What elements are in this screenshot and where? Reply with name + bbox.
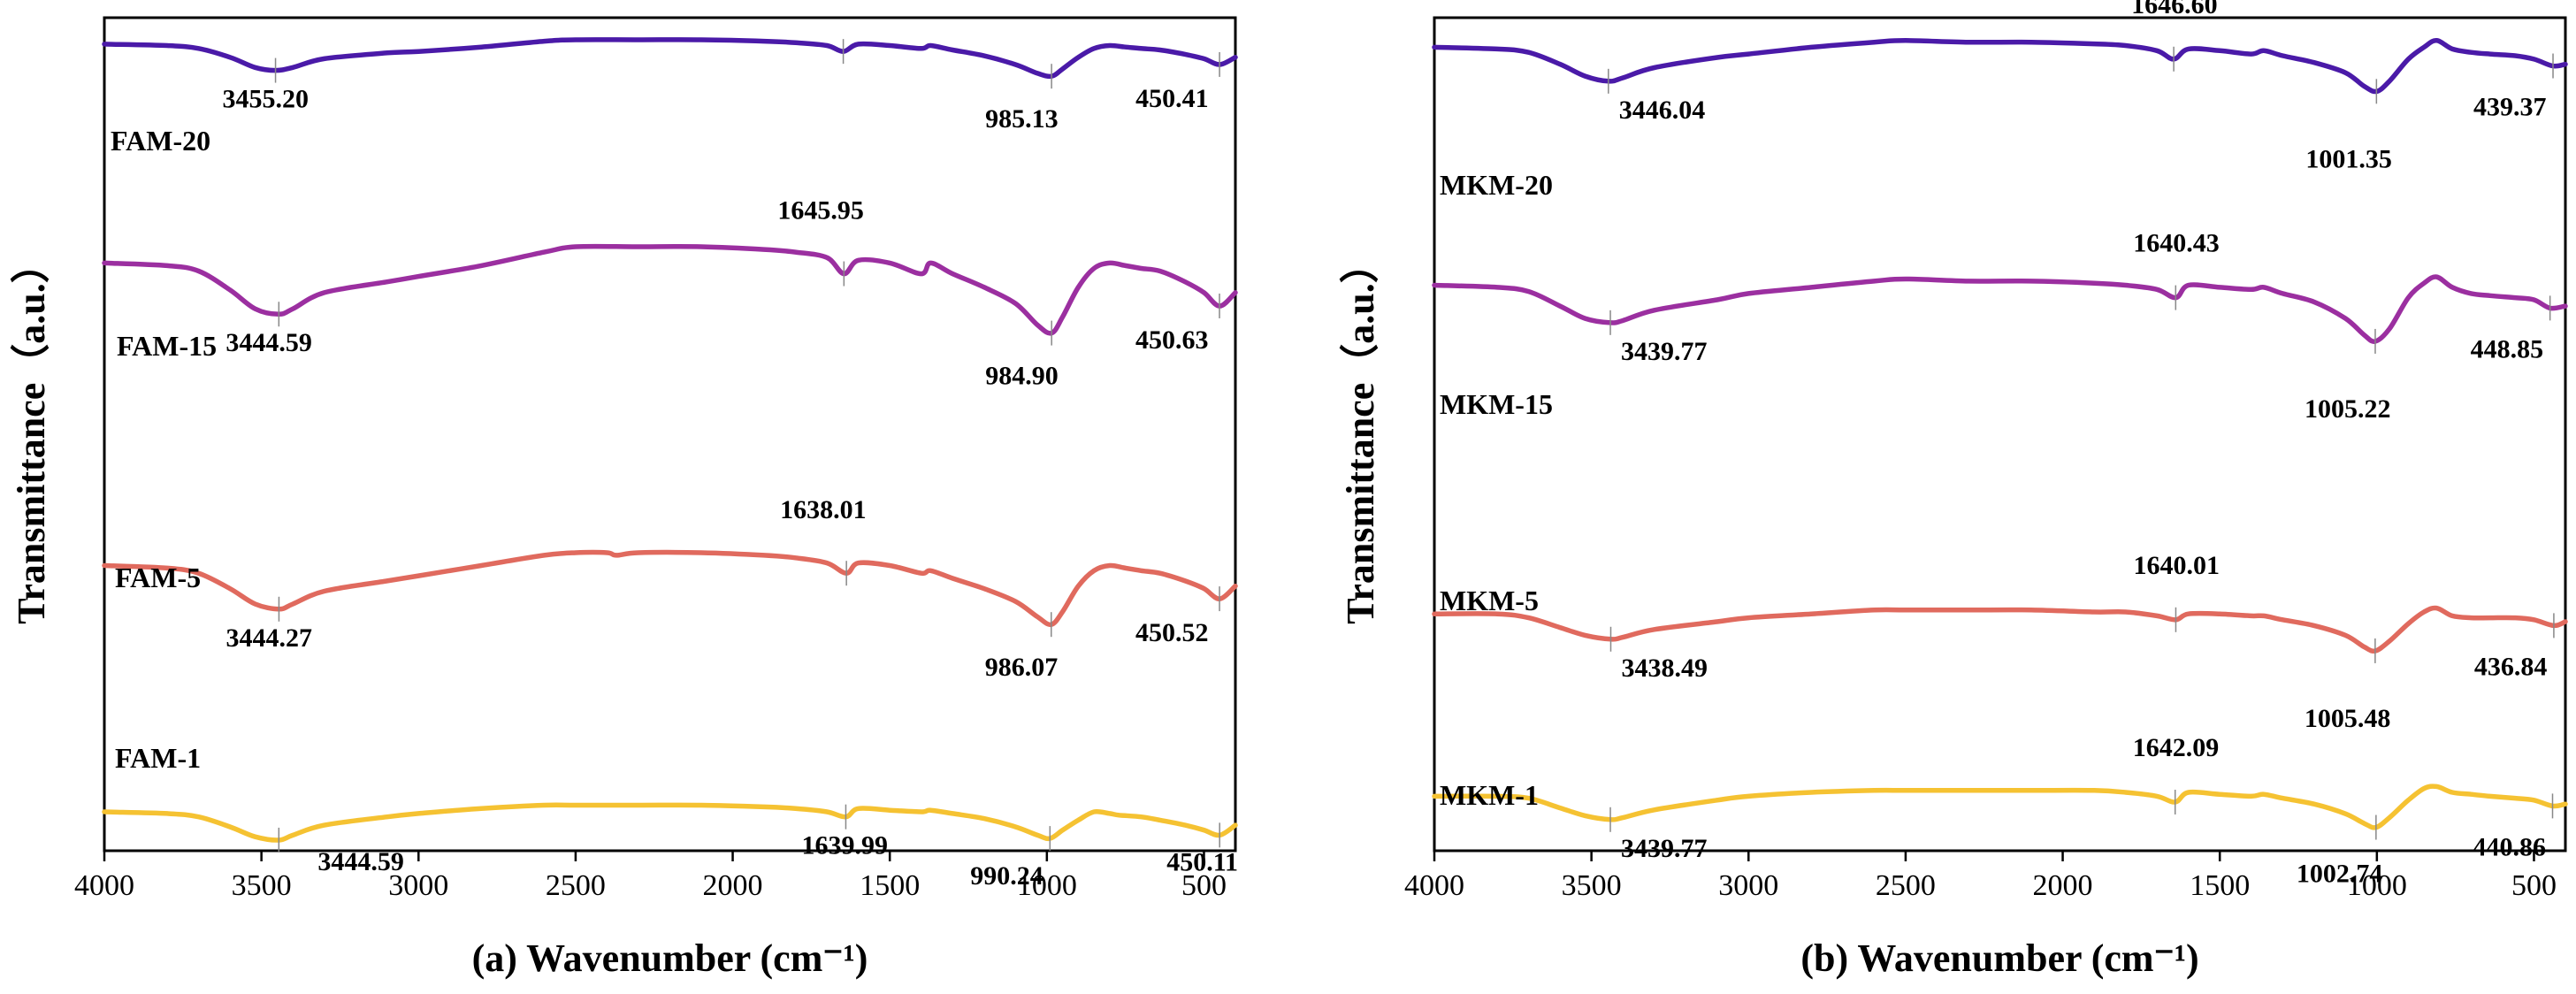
- series-fam-20: FAM-20 3455.20 1648.04 985.13 450.41: [102, 0, 1238, 157]
- peak-label: 1640.01: [2133, 551, 2220, 580]
- peak-label: 3446.04: [1619, 96, 1706, 125]
- peak-label: 450.63: [1135, 325, 1209, 355]
- peak-label: 1002.74: [2297, 860, 2383, 889]
- peak-label: 1639.99: [801, 831, 888, 860]
- series-line-fam-15: [102, 243, 1238, 336]
- peak-label: 1005.48: [2305, 704, 2391, 733]
- x-tick-label: 3000: [388, 869, 448, 902]
- series-label: MKM-5: [1440, 585, 1539, 616]
- series-line-fam-20: [102, 37, 1238, 80]
- series-label: MKM-15: [1440, 388, 1553, 420]
- x-tick-label: 1500: [2190, 869, 2250, 902]
- x-axis-title: (b) Wavenumber (cm⁻¹): [1800, 937, 2198, 980]
- series-mkm-20: MKM-20 3446.04 1646.60 1001.35 439.37: [1432, 0, 2568, 201]
- peak-label: 1640.43: [2133, 229, 2220, 258]
- x-tick-label: 500: [1181, 869, 1227, 902]
- series-line-mkm-15: [1432, 274, 2568, 344]
- peak-label: 1646.60: [2131, 0, 2218, 19]
- peak-label: 1001.35: [2305, 144, 2392, 173]
- peak-label: 3444.59: [225, 328, 312, 357]
- peak-label: 3439.77: [1621, 834, 1708, 863]
- x-tick-label: 2500: [1876, 869, 1936, 902]
- series-mkm-1: MKM-1 3439.77 1642.09 1002.74 440.86: [1432, 733, 2568, 889]
- series-line-fam-1: [102, 802, 1238, 843]
- x-tick-label: 3500: [1562, 869, 1622, 902]
- series-fam-5: FAM-5 3444.27 1638.01 986.07 450.52: [102, 495, 1238, 682]
- peak-label: 1005.22: [2305, 394, 2391, 424]
- peak-label: 440.86: [2473, 832, 2546, 861]
- x-tick-label: 2500: [546, 869, 606, 902]
- series-label: FAM-15: [117, 330, 217, 362]
- series-label: FAM-1: [115, 742, 201, 774]
- x-tick-label: 4000: [1404, 869, 1464, 902]
- series-fam-1: FAM-1 3444.59 1639.99 990.24 450.11: [102, 742, 1238, 891]
- peak-label: 3455.20: [223, 85, 310, 114]
- series-label: MKM-1: [1440, 779, 1539, 811]
- peak-label: 450.11: [1166, 847, 1238, 876]
- peak-label: 450.41: [1135, 84, 1209, 113]
- peak-label: 3444.59: [317, 847, 404, 876]
- peak-label: 990.24: [970, 861, 1043, 891]
- peak-label: 984.90: [985, 362, 1059, 391]
- x-tick-label: 3500: [232, 869, 292, 902]
- series-line-mkm-1: [1432, 784, 2568, 830]
- peak-label: 439.37: [2473, 93, 2547, 122]
- series-fam-15: FAM-15 3444.59 1645.95 984.90 450.63: [102, 196, 1238, 391]
- peak-label: 3439.77: [1621, 337, 1708, 366]
- peak-label: 986.07: [985, 653, 1059, 682]
- x-tick-label: 1500: [860, 869, 920, 902]
- chart-panel-b: 4000 3500 3000 2500 2000 1500 1000 500 (b) Waven…: [1339, 0, 2568, 980]
- x-tick-label: 1000: [2347, 869, 2407, 902]
- peak-label: 985.13: [985, 104, 1059, 134]
- series-line-mkm-20: [1432, 38, 2568, 95]
- series-mkm-5: MKM-5 3438.49 1640.01 1005.48 436.84: [1432, 551, 2568, 733]
- y-axis-title: Transmittance（a.u.）: [10, 244, 53, 623]
- peak-label: 1642.09: [2133, 733, 2220, 762]
- peak-label: 448.85: [2471, 334, 2544, 363]
- plot-frame: [103, 16, 1237, 853]
- peak-label: 436.84: [2474, 652, 2548, 681]
- series-line-fam-5: [102, 549, 1238, 628]
- series-label: FAM-20: [111, 125, 210, 157]
- peak-label: 1648.04: [777, 0, 864, 3]
- series-label: FAM-5: [115, 562, 201, 593]
- x-tick-label: 2000: [2033, 869, 2093, 902]
- x-tick-label: 4000: [74, 869, 134, 902]
- peak-label: 1645.95: [777, 196, 864, 226]
- series-mkm-15: MKM-15 3439.77 1640.43 1005.22 448.85: [1432, 229, 2568, 424]
- peak-label: 1638.01: [780, 495, 867, 524]
- x-tick-label: 2000: [703, 869, 763, 902]
- x-tick-label: 3000: [1718, 869, 1778, 902]
- series-label: MKM-20: [1440, 169, 1553, 201]
- series-line-mkm-5: [1432, 605, 2568, 654]
- chart-panel-a: 4000 3500 3000 2500 2000 1500 1000 500 (a) Waven…: [10, 0, 1238, 980]
- peak-label: 450.52: [1135, 618, 1209, 647]
- x-tick-label: 1000: [1017, 869, 1077, 902]
- peak-label: 3444.27: [225, 623, 312, 653]
- y-axis-title: Transmittance（a.u.）: [1339, 244, 1382, 623]
- x-axis-title: (a) Wavenumber (cm⁻¹): [472, 937, 868, 980]
- plot-frame: [1433, 16, 2567, 853]
- peak-label: 3438.49: [1621, 654, 1708, 683]
- x-tick-label: 500: [2511, 869, 2557, 902]
